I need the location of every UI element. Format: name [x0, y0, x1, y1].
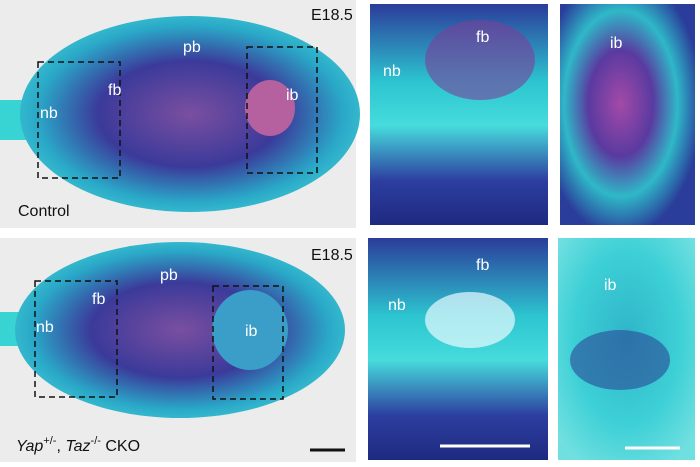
- skull: [15, 242, 345, 418]
- label-ib: ib: [286, 87, 299, 104]
- label-ib: ib: [245, 323, 258, 340]
- label-fb: fb: [92, 291, 105, 308]
- zoom-box: [37, 61, 121, 179]
- genotype-part: +/-: [43, 435, 56, 447]
- label-fb: fb: [476, 257, 489, 274]
- genotype-part: Control: [18, 203, 70, 220]
- control-row: E18.5 nb fb pb ib Control fb nb ib: [0, 0, 695, 228]
- zoom-panel-front: [368, 238, 548, 460]
- genotype-part: Taz: [65, 438, 90, 455]
- label-nb: nb: [388, 297, 406, 314]
- zoom-panel-back: [560, 4, 695, 225]
- label-pb: pb: [183, 39, 201, 56]
- bone-region: [425, 292, 515, 348]
- mutant-row: E18.5 nb fb pb ib Yap+/-, Taz-/- CKO fb …: [0, 238, 695, 462]
- label-nb: nb: [383, 63, 401, 80]
- genotype-part: ,: [56, 438, 65, 455]
- genotype-label: Control: [18, 203, 70, 220]
- label-pb: pb: [160, 267, 178, 284]
- brain-region: [245, 80, 295, 136]
- bone-region: [425, 20, 535, 100]
- label-nb: nb: [40, 105, 58, 122]
- stage-label: E18.5: [311, 247, 353, 264]
- genotype-part: CKO: [101, 438, 140, 455]
- genotype-part: Yap: [16, 438, 43, 455]
- brain-region: [212, 290, 288, 370]
- skull: [20, 16, 360, 212]
- zoom-box: [246, 46, 318, 174]
- stage-label: E18.5: [311, 7, 353, 24]
- label-ib: ib: [604, 277, 617, 294]
- label-nb: nb: [36, 319, 54, 336]
- zoom-box: [34, 280, 118, 398]
- genotype-part: -/-: [91, 435, 102, 447]
- zoom-box: [212, 285, 284, 400]
- label-fb: fb: [108, 82, 121, 99]
- bone-region: [570, 330, 670, 390]
- genotype-label: Yap+/-, Taz-/- CKO: [16, 435, 140, 455]
- label-ib: ib: [610, 35, 623, 52]
- label-fb: fb: [476, 29, 489, 46]
